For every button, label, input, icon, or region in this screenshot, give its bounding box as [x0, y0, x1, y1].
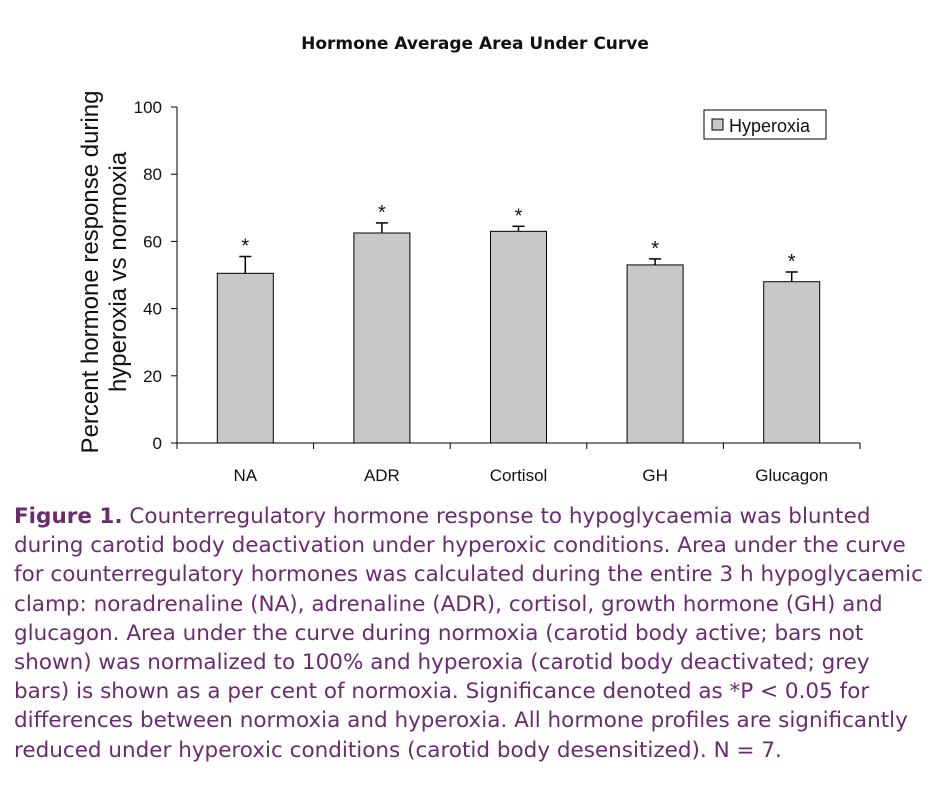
- bar: [763, 281, 821, 444]
- y-tick-label: 60: [143, 232, 162, 251]
- x-tick-label: GH: [642, 466, 668, 485]
- axes: 0 20 40 60 80 100: [134, 98, 861, 453]
- significance-marker: *: [515, 205, 523, 227]
- figure-label: Figure 1.: [14, 504, 123, 529]
- legend: Hyperoxia: [703, 109, 827, 140]
- chart-title: Hormone Average Area Under Curve: [301, 34, 649, 54]
- legend-swatch: [711, 118, 724, 131]
- significance-marker: *: [378, 202, 386, 224]
- x-tick-label: NA: [233, 466, 257, 485]
- bar: [353, 232, 411, 444]
- significance-marker: *: [651, 238, 659, 260]
- legend-label: Hyperoxia: [729, 116, 811, 136]
- y-axis-title-line-1: Percent hormone response during: [77, 91, 104, 454]
- caption-text: Counterregulatory hormone response to hy…: [14, 504, 923, 763]
- significance-marker: *: [241, 236, 249, 258]
- bars: * * * * *: [216, 202, 821, 444]
- figure-caption: Figure 1. Counterregulatory hormone resp…: [14, 502, 929, 765]
- bar-chart: Hormone Average Area Under Curve Percent…: [77, 34, 861, 485]
- y-tick-label: 0: [153, 434, 162, 453]
- x-tick-label: Cortisol: [490, 466, 548, 485]
- y-tick-label: 20: [143, 367, 162, 386]
- x-axis-labels: NA ADR Cortisol GH Glucagon: [233, 466, 828, 485]
- x-tick-label: Glucagon: [755, 466, 828, 485]
- legend-box: [703, 109, 827, 140]
- significance-marker: *: [788, 251, 796, 273]
- y-axis-title-line-2: hyperoxia vs normoxia: [105, 151, 132, 392]
- y-tick-label: 40: [143, 300, 162, 319]
- bar: [626, 264, 684, 444]
- bar: [490, 230, 547, 444]
- y-axis-title: Percent hormone response during hyperoxi…: [77, 91, 132, 454]
- bar: [216, 272, 274, 444]
- x-tick-label: ADR: [364, 466, 400, 485]
- y-tick-label: 100: [134, 98, 162, 117]
- y-tick-label: 80: [143, 165, 162, 184]
